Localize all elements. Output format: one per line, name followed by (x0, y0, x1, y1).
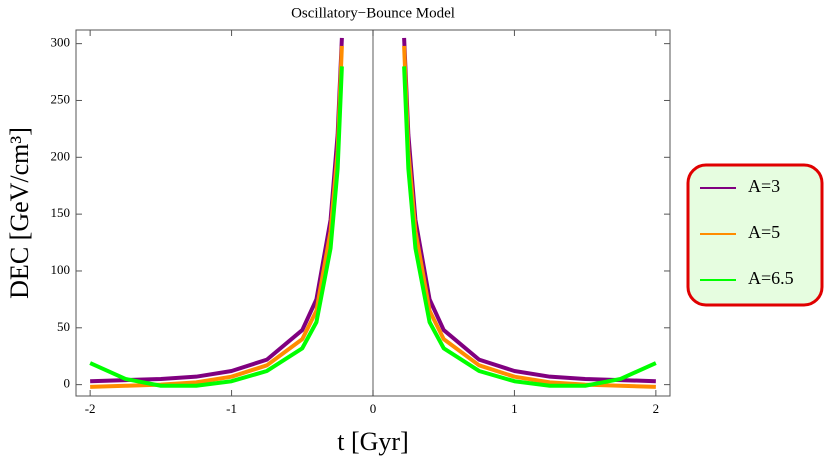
y-tick-label: 150 (51, 205, 71, 220)
chart-title: Oscillatory−Bounce Model (291, 5, 455, 21)
y-tick-label: 100 (51, 262, 71, 277)
y-axis-label: DEC [GeV/cm³] (5, 127, 34, 299)
y-tick-label: 200 (51, 148, 71, 163)
y-tick-label: 0 (64, 376, 71, 391)
x-tick-label: 0 (370, 401, 377, 416)
legend-label: A=3 (748, 176, 780, 196)
y-tick-label: 300 (51, 35, 71, 50)
x-tick-label: 1 (511, 401, 518, 416)
legend-label: A=6.5 (748, 268, 794, 288)
x-tick-label: -1 (226, 401, 237, 416)
legend-label: A=5 (748, 222, 780, 242)
y-tick-label: 50 (57, 319, 70, 334)
x-tick-label: 2 (653, 401, 660, 416)
legend-box (686, 163, 824, 307)
x-axis-label: t [Gyr] (337, 427, 408, 456)
y-tick-label: 250 (51, 91, 71, 106)
series-line (89, 66, 657, 388)
x-tick-label: -2 (85, 401, 96, 416)
